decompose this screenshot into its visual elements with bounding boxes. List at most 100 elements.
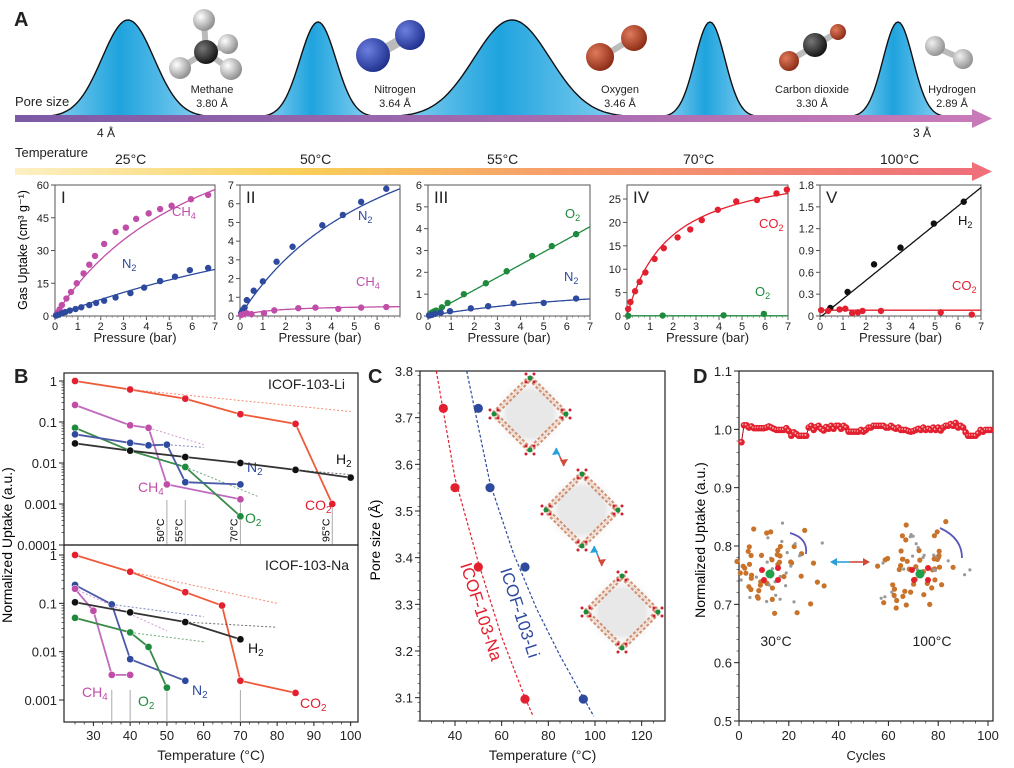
atom (769, 557, 775, 563)
atom (820, 541, 824, 545)
framework-oxygen (652, 606, 656, 610)
temperature-guide-label: 95°C (320, 518, 332, 542)
data-point-ch4 (122, 224, 130, 231)
framework-oxygen (584, 548, 588, 552)
data-point-highlight (749, 424, 752, 427)
atom (903, 537, 909, 543)
y-tick-label: 25 (609, 194, 621, 206)
trend-dashed-line-h2 (185, 621, 278, 628)
data-point-n2 (127, 289, 134, 297)
y-axis-label: Pore size (Å) (367, 500, 383, 581)
data-point-co2 (859, 307, 866, 315)
transition-arrow-icon (552, 447, 568, 467)
data-point-n2 (437, 309, 444, 316)
data-point-co2 (181, 394, 190, 403)
y-tick-label: 15 (37, 278, 49, 290)
data-point-ch4 (107, 671, 116, 679)
framework-oxygen (584, 540, 588, 544)
atom (751, 526, 757, 532)
atom (792, 600, 796, 604)
temperature-marker: 50°C (300, 151, 331, 167)
data-point-n2 (66, 307, 74, 314)
framework-oxygen (580, 606, 584, 610)
pore-size-axis (15, 115, 973, 122)
data-point-co2 (753, 196, 761, 204)
temperature-marker: 100°C (880, 151, 919, 167)
framework-oxygen (588, 614, 592, 618)
panel-label-b: B (14, 366, 28, 388)
atom (789, 560, 795, 566)
framework-oxygen (584, 476, 588, 480)
atom (881, 561, 885, 565)
x-tick-label: 6 (762, 321, 768, 333)
framework-linker-core (581, 509, 619, 547)
framework-icon-2 (540, 468, 624, 552)
data-point-ch4 (89, 606, 98, 615)
x-tick-label: 120 (631, 728, 653, 743)
atom (748, 595, 752, 600)
framework-oxygen (576, 468, 580, 472)
y-tick-label: 2 (416, 267, 422, 279)
data-point-ch4 (187, 195, 195, 203)
atom (778, 574, 782, 579)
isotherm-chart-V: 0 1 2 3 4 5 6 7 0 0.3 0.6 0.9 1.2 1.5 1.8 Pressure (bar… (799, 180, 984, 345)
atom (911, 581, 917, 587)
molecule-name: Carbon dioxide (775, 84, 849, 96)
data-point-n2 (72, 305, 79, 313)
y-tick-label: 2 (228, 274, 234, 286)
framework-oxygen (660, 614, 664, 618)
atom (777, 543, 784, 550)
panel-label-d: D (693, 366, 707, 388)
atom (780, 539, 784, 544)
framework-oxygen (576, 540, 580, 544)
data-point-co2 (631, 288, 639, 295)
x-tick-label: 100 (584, 728, 606, 743)
data-point-co2 (126, 567, 134, 576)
x-tick-label: 80 (931, 728, 945, 743)
atom (913, 564, 919, 570)
data-point-h2 (126, 446, 134, 455)
data-point-ch4 (100, 240, 108, 248)
data-point-highlight (787, 429, 790, 432)
series-line-o2 (74, 426, 242, 517)
chart-title: ICOF-103-Na (265, 557, 349, 573)
y-axis-label: Normalized Uptake (a.u.) (692, 462, 708, 618)
x-tick-label: 90 (307, 728, 321, 743)
data-point-h2 (71, 598, 79, 607)
framework-oxygen (624, 578, 628, 582)
y-tick-label: 0.3 (799, 289, 814, 301)
series-label-n2: N2 (192, 682, 208, 701)
plot-frame (54, 184, 216, 317)
data-point-co2 (773, 190, 780, 197)
hydrogen-atom (925, 36, 945, 56)
chart-title: ICOF-103-Li (268, 376, 345, 392)
molecule-name: Nitrogen (374, 84, 416, 96)
y-tick-label: 1.0 (714, 422, 732, 437)
framework-icon-1 (488, 372, 572, 456)
chart-roman-label: IV (633, 188, 650, 207)
data-point-ch4 (163, 480, 171, 489)
data-point-h2 (897, 244, 904, 251)
data-point-highlight (988, 428, 991, 431)
data-point-highlight (889, 424, 892, 427)
atom (737, 570, 743, 576)
atom (754, 575, 759, 579)
y-tick-label: 3.1 (395, 691, 413, 706)
trend-dashed-line-n2 (166, 444, 204, 448)
framework-oxygen (612, 504, 616, 508)
x-tick-label: 2 (471, 321, 477, 333)
atom (909, 533, 913, 537)
data-point-cycle (738, 438, 745, 446)
transition-arrow-icon (830, 558, 870, 566)
data-point-n2 (431, 310, 439, 318)
fit-line-n2 (239, 188, 401, 317)
data-point-highlight (804, 433, 807, 436)
fit-line-co2 (626, 192, 789, 317)
series-label-o2: O2 (138, 693, 154, 712)
x-tick-label: 0 (237, 321, 243, 333)
framework-oxygen (524, 380, 528, 384)
series-label-li: ICOF-103-Li (496, 565, 543, 660)
y-tick-label: 0.8 (714, 539, 732, 554)
lithium-atom (765, 569, 775, 579)
co2-molecule-icon (779, 24, 846, 71)
